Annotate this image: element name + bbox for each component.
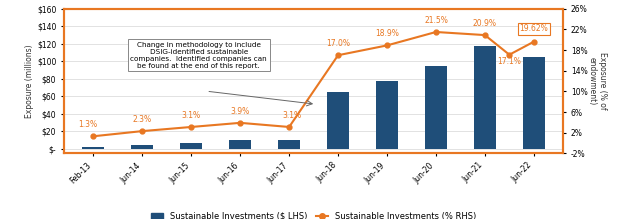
Y-axis label: Exposure (% of
endowment): Exposure (% of endowment) bbox=[588, 52, 607, 110]
Text: 20.9%: 20.9% bbox=[473, 19, 497, 28]
Bar bbox=[327, 92, 349, 149]
Legend: Sustainable Investments ($ LHS), Sustainable Investments (% RHS): Sustainable Investments ($ LHS), Sustain… bbox=[148, 209, 479, 219]
Bar bbox=[523, 57, 545, 149]
Bar bbox=[474, 46, 496, 149]
Bar bbox=[83, 147, 104, 149]
Text: 17.1%: 17.1% bbox=[497, 57, 522, 66]
Bar bbox=[180, 143, 202, 149]
Bar bbox=[229, 140, 252, 149]
Text: 18.9%: 18.9% bbox=[375, 30, 399, 39]
Bar bbox=[376, 81, 398, 149]
Text: 19.62%: 19.62% bbox=[520, 24, 548, 33]
Bar bbox=[425, 66, 447, 149]
Text: 3.1%: 3.1% bbox=[282, 111, 301, 120]
Text: 21.5%: 21.5% bbox=[424, 16, 448, 25]
Text: 3.1%: 3.1% bbox=[182, 111, 201, 120]
Bar bbox=[278, 140, 300, 149]
Text: 1.3%: 1.3% bbox=[78, 120, 97, 129]
Text: 17.0%: 17.0% bbox=[326, 39, 350, 48]
Y-axis label: Exposure (millions): Exposure (millions) bbox=[25, 44, 34, 118]
Text: 2.3%: 2.3% bbox=[132, 115, 152, 124]
Text: Change in methodology to include
DSIG-identified sustainable
companies.  Identif: Change in methodology to include DSIG-id… bbox=[131, 42, 267, 69]
Text: 3.9%: 3.9% bbox=[230, 107, 250, 116]
Bar bbox=[131, 145, 154, 149]
